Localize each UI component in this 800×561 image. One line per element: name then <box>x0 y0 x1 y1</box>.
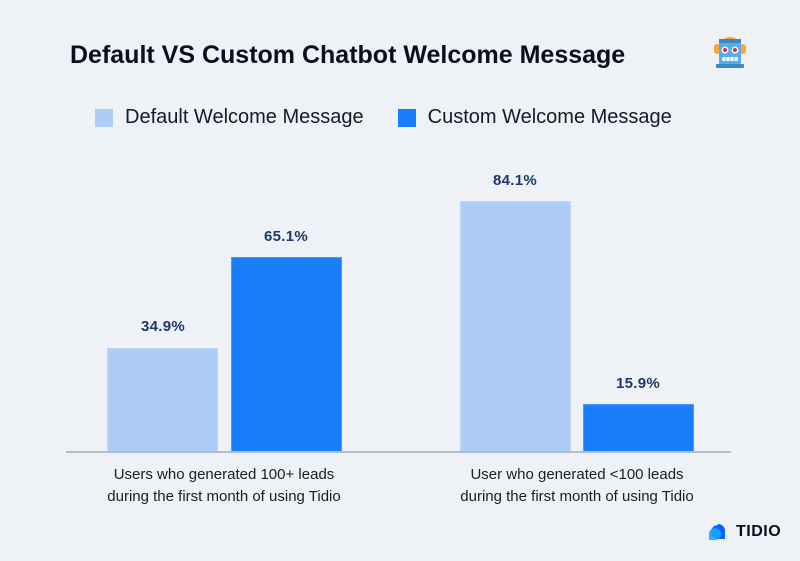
value-label-custom-1: 65.1% <box>263 228 309 245</box>
value-label-default-2: 84.1% <box>492 172 538 189</box>
category-label-2-line-2: during the first month of using Tidio <box>460 488 694 505</box>
bar-default-group-2 <box>460 201 571 452</box>
category-label-2-line-1: User who generated <100 leads <box>470 466 684 483</box>
chart-title-wrap: Default VS Custom Chatbot Welcome Messag… <box>70 35 625 75</box>
bar-custom-group-2 <box>583 404 694 452</box>
robot-emoji-icon <box>714 37 746 68</box>
bar-custom-group-1 <box>231 257 342 452</box>
tidio-logo-text: TIDIO <box>736 523 782 540</box>
legend-item-custom: Custom Welcome Message <box>397 106 672 129</box>
tidio-logo: TIDIO <box>708 522 781 542</box>
category-label-1: Users who generated 100+ leads during th… <box>74 464 374 508</box>
category-label-2: User who generated <100 leads during the… <box>427 464 727 508</box>
legend-label-custom: Custom Welcome Message <box>427 106 672 128</box>
legend-swatch-default <box>95 108 113 127</box>
legend-swatch-custom <box>397 108 416 127</box>
chart-title: Default VS Custom Chatbot Welcome Messag… <box>70 40 626 69</box>
bar-default-group-1 <box>107 348 218 452</box>
tidio-logo-icon <box>709 524 725 540</box>
x-axis-line <box>66 451 731 453</box>
value-label-custom-2: 15.9% <box>615 375 661 392</box>
value-label-default-1: 34.9% <box>140 318 186 335</box>
category-label-1-line-1: Users who generated 100+ leads <box>113 466 335 483</box>
category-label-1-line-2: during the first month of using Tidio <box>107 488 341 505</box>
legend-label-default: Default Welcome Message <box>125 106 364 128</box>
legend-item-default: Default Welcome Message <box>95 106 364 129</box>
legend: Default Welcome Message Custom Welcome M… <box>95 106 706 129</box>
